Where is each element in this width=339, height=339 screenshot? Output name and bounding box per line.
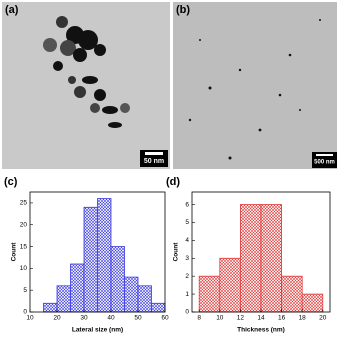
bar (137, 285, 152, 313)
x-axis-label: Thickness (nm) (237, 327, 285, 334)
panel-label: (d) (166, 176, 180, 188)
y-tick-label: 25 (20, 200, 28, 207)
bar (151, 302, 166, 313)
scale-bar-label: 500 nm (314, 160, 335, 166)
y-tick-label: 1 (185, 291, 189, 298)
tem-image-b: (b) 500 nm (173, 2, 337, 169)
x-tick-label: 20 (319, 315, 327, 322)
y-tick-label: 20 (20, 221, 28, 228)
bar (281, 275, 303, 313)
x-tick-label: 30 (80, 315, 88, 322)
bar (97, 198, 112, 313)
bar (124, 276, 139, 313)
y-axis-label: Count (11, 242, 18, 262)
x-tick-label: 50 (134, 315, 142, 322)
panel-label: (a) (5, 4, 19, 16)
bar (70, 263, 85, 313)
y-tick-label: 2 (185, 273, 189, 280)
panel-label: (b) (176, 4, 190, 16)
x-tick-label: 16 (278, 315, 286, 322)
y-tick-label: 6 (185, 201, 189, 208)
bar (56, 285, 71, 313)
panel-label: (c) (4, 176, 18, 188)
y-tick-label: 5 (23, 287, 27, 294)
y-tick-label: 10 (20, 265, 28, 272)
x-tick-label: 14 (257, 315, 265, 322)
x-tick-label: 8 (197, 315, 201, 322)
plot-frame (29, 191, 166, 313)
y-tick-label: 3 (185, 255, 189, 262)
x-tick-label: 10 (216, 315, 224, 322)
tem-image-a: (a) 50 nm (2, 2, 170, 169)
bar (110, 246, 125, 313)
bar (83, 206, 98, 313)
bar (240, 204, 262, 313)
y-tick-label: 0 (23, 309, 27, 316)
y-tick-label: 0 (185, 309, 189, 316)
x-axis-label: Lateral size (nm) (72, 327, 123, 334)
x-tick-label: 10 (26, 315, 34, 322)
bar (219, 257, 241, 313)
bar (198, 275, 221, 313)
bar (260, 204, 282, 313)
x-tick-label: 60 (161, 315, 169, 322)
scale-bar-label: 50 nm (144, 158, 164, 165)
y-axis-label: Count (173, 242, 180, 262)
x-tick-label: 18 (299, 315, 307, 322)
bar (43, 302, 58, 313)
y-tick-label: 5 (185, 219, 189, 226)
x-tick-label: 20 (53, 315, 61, 322)
x-tick-label: 40 (107, 315, 115, 322)
bar (301, 293, 324, 313)
y-tick-label: 15 (20, 243, 28, 250)
y-tick-label: 4 (185, 237, 189, 244)
x-tick-label: 12 (237, 315, 245, 322)
